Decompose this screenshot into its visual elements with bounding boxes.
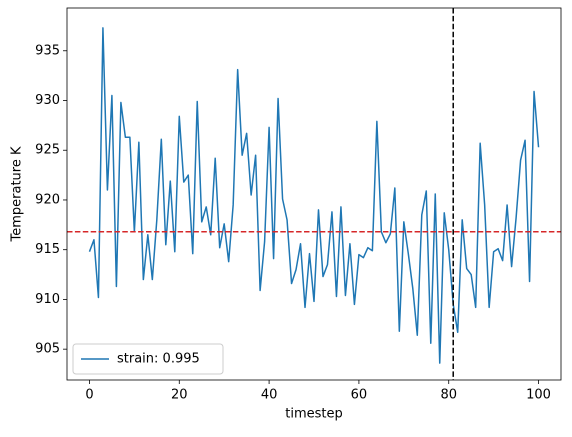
x-tick-label: 0 [85, 388, 93, 403]
x-tick-label: 100 [526, 388, 551, 403]
legend: strain: 0.995 [72, 343, 224, 375]
legend-box [72, 343, 224, 375]
x-tick-label: 40 [261, 388, 278, 403]
x-tick-label: 20 [171, 388, 188, 403]
y-tick-label: 920 [35, 192, 60, 207]
legend-label: strain: 0.995 [117, 352, 200, 367]
y-tick-label: 910 [35, 292, 60, 307]
x-tick-label: 60 [351, 388, 368, 403]
y-axis-label: Temperature K [10, 146, 25, 242]
y-tick-label: 905 [35, 342, 60, 357]
y-tick-label: 925 [35, 143, 60, 158]
line [88, 27, 540, 364]
plot-frame [66, 7, 562, 381]
y-tick-label: 935 [35, 43, 60, 58]
y-tick-label: 930 [35, 93, 60, 108]
x-tick-label: 80 [440, 388, 457, 403]
y-tick-label: 915 [35, 242, 60, 257]
x-axis-label: timestep [285, 407, 343, 422]
